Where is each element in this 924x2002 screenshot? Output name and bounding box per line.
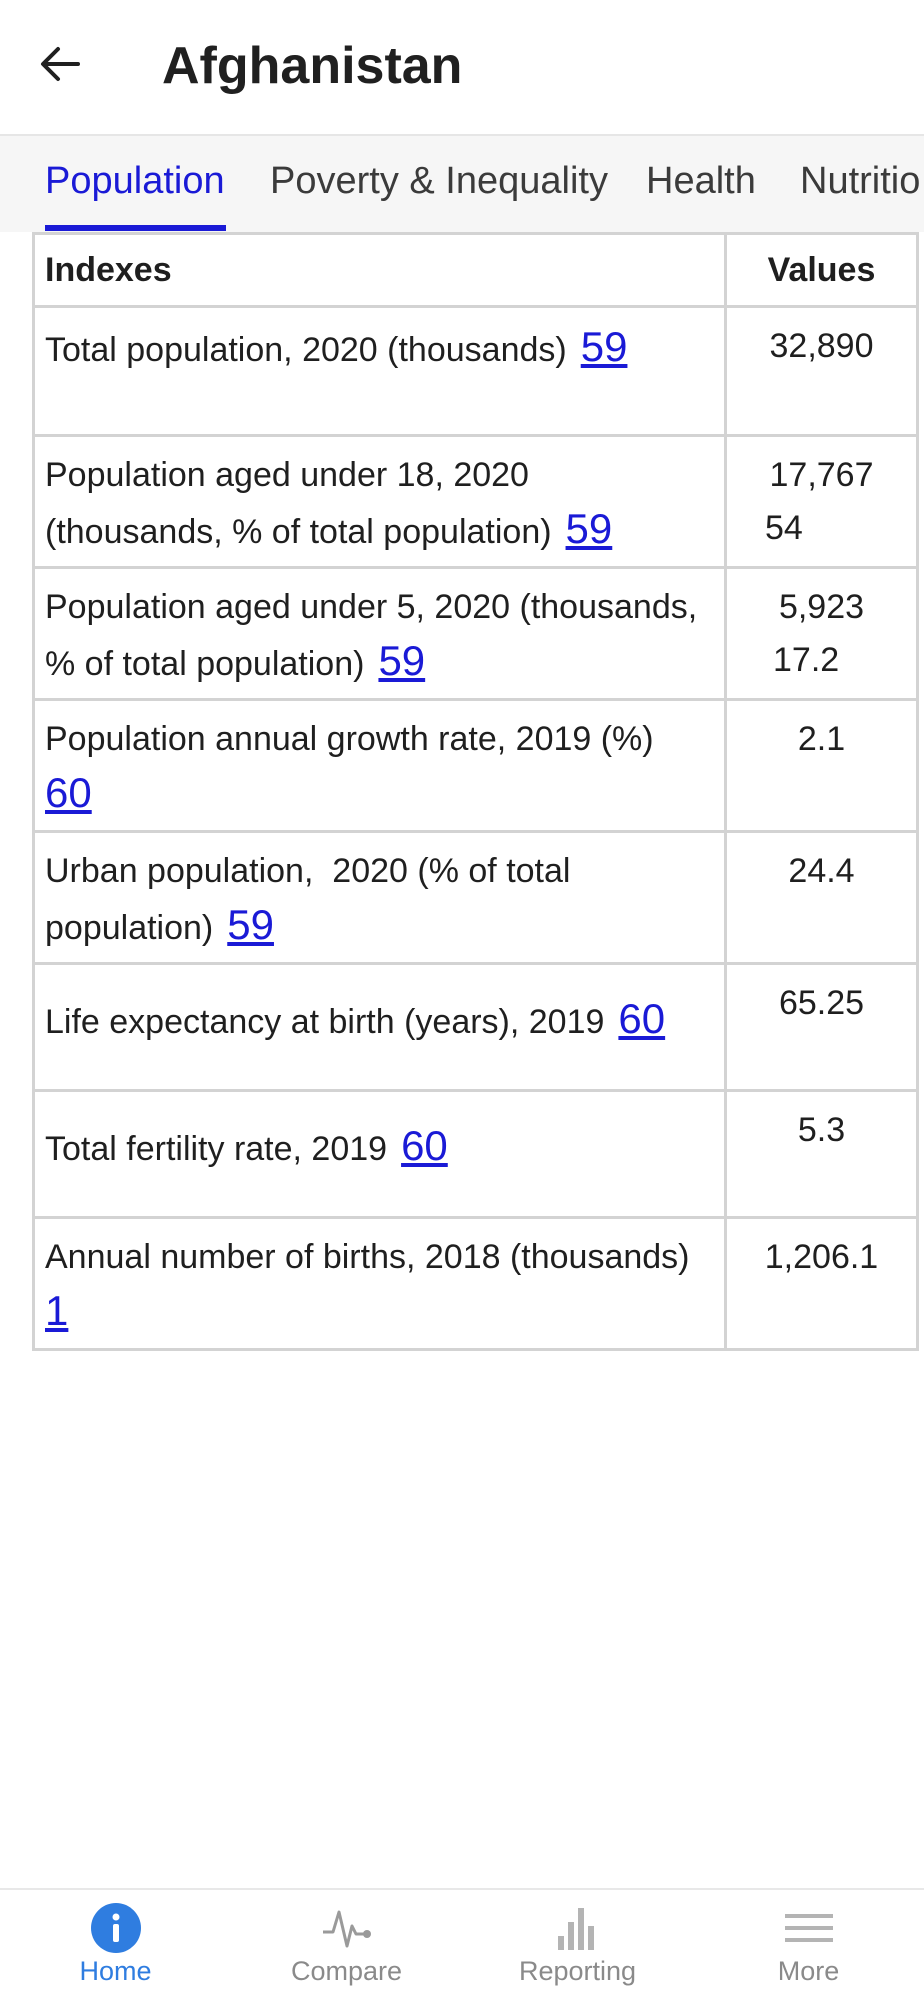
- source-ref-link[interactable]: 59: [378, 637, 426, 684]
- info-icon: [91, 1903, 141, 1953]
- pulse-icon: [323, 1910, 371, 1948]
- table-row: Population annual growth rate, 2019 (%) 6…: [32, 698, 919, 833]
- value-text: 24.4: [788, 852, 855, 890]
- value-text: 32,890: [769, 327, 874, 365]
- nav-label: Reporting: [518, 1956, 637, 1986]
- row-label: Life expectancy at birth (years), 2019 60: [32, 962, 727, 1092]
- row-value: 5.3: [724, 1089, 919, 1219]
- row-label-text: Life expectancy at birth (years), 2019: [45, 1002, 605, 1041]
- tab-nutrition[interactable]: Nutritio: [800, 160, 921, 202]
- row-label: Total fertility rate, 2019 60: [32, 1089, 727, 1219]
- table-row: Total population, 2020 (thousands) 59 32,…: [32, 305, 919, 437]
- nav-more[interactable]: More: [693, 1890, 924, 2002]
- value-text: 54: [765, 509, 803, 547]
- row-value: 24.4: [724, 830, 919, 965]
- row-label: Population aged under 18, 2020 (thousands…: [32, 434, 727, 569]
- row-label: Total population, 2020 (thousands) 59: [32, 305, 727, 437]
- row-value: 5,923 17.2: [724, 566, 919, 701]
- row-label-text: Population annual growth rate, 2019 (%): [45, 720, 654, 758]
- row-label-text: (thousands, % of total population): [45, 513, 552, 551]
- source-ref-link[interactable]: 60: [618, 994, 666, 1042]
- app-bar: Afghanistan: [0, 0, 924, 136]
- source-ref-link[interactable]: 59: [580, 323, 628, 370]
- nav-label: Compare: [290, 1956, 403, 1986]
- header-indexes: Indexes: [32, 232, 727, 308]
- table-row: Life expectancy at birth (years), 2019 60…: [32, 962, 919, 1092]
- bar-chart-icon: [558, 1908, 594, 1950]
- page-title: Afghanistan: [162, 37, 463, 95]
- row-label-text: Total population, 2020 (thousands): [45, 331, 567, 369]
- value-text: 5,923: [778, 588, 865, 626]
- tab-health[interactable]: Health: [646, 160, 756, 202]
- row-value: 2.1: [724, 698, 919, 833]
- row-label: Urban population, 2020 (% of total popula…: [32, 830, 727, 965]
- bottom-navigation: Home Compare Reporting More: [0, 1888, 924, 2002]
- table-row: Urban population, 2020 (% of total popula…: [32, 830, 919, 965]
- nav-reporting[interactable]: Reporting: [462, 1890, 693, 2002]
- category-tabs: Population Poverty & Inequality Health N…: [0, 136, 924, 232]
- table-header-row: Indexes Values: [32, 232, 919, 308]
- indicator-table: Indexes Values Total population, 2020 (t…: [32, 232, 919, 1351]
- tab-population[interactable]: Population: [45, 160, 225, 202]
- table-row: Population aged under 18, 2020 (thousands…: [32, 434, 919, 569]
- row-label-text: Annual number of births, 2018 (thousands…: [45, 1238, 690, 1276]
- value-text: 1,206.1: [764, 1238, 879, 1276]
- table-row: Annual number of births, 2018 (thousands…: [32, 1216, 919, 1351]
- active-tab-indicator: [45, 225, 226, 231]
- table-row: Population aged under 5, 2020 (thousands…: [32, 566, 919, 701]
- value-text: 2.1: [797, 720, 846, 758]
- source-ref-link[interactable]: 59: [565, 505, 613, 552]
- row-label: Population aged under 5, 2020 (thousands…: [32, 566, 727, 701]
- source-ref-link[interactable]: 1: [45, 1287, 69, 1334]
- menu-icon: [785, 1914, 833, 1942]
- value-text: 17.2: [773, 641, 840, 679]
- nav-compare[interactable]: Compare: [231, 1890, 462, 2002]
- nav-home[interactable]: Home: [0, 1890, 231, 2002]
- nav-label: More: [777, 1956, 840, 1986]
- source-ref-link[interactable]: 60: [401, 1121, 448, 1169]
- source-ref-link[interactable]: 60: [45, 769, 92, 816]
- source-ref-link[interactable]: 59: [227, 901, 274, 948]
- row-value: 17,767 54: [724, 434, 919, 569]
- row-value: 1,206.1: [724, 1216, 919, 1351]
- header-values: Values: [724, 232, 919, 308]
- row-value: 32,890: [724, 305, 919, 437]
- back-arrow-icon[interactable]: [38, 42, 82, 86]
- nav-label: Home: [79, 1956, 152, 1986]
- row-label: Population annual growth rate, 2019 (%) 6…: [32, 698, 727, 833]
- value-text: 17,767: [769, 456, 874, 494]
- value-text: 5.3: [797, 1111, 846, 1149]
- table-row: Total fertility rate, 2019 60 5.3: [32, 1089, 919, 1219]
- row-label-text: Total fertility rate, 2019: [45, 1129, 388, 1168]
- row-value: 65.25: [724, 962, 919, 1092]
- row-label: Annual number of births, 2018 (thousands…: [32, 1216, 727, 1351]
- value-text: 65.25: [778, 984, 865, 1022]
- tab-poverty-inequality[interactable]: Poverty & Inequality: [270, 160, 608, 202]
